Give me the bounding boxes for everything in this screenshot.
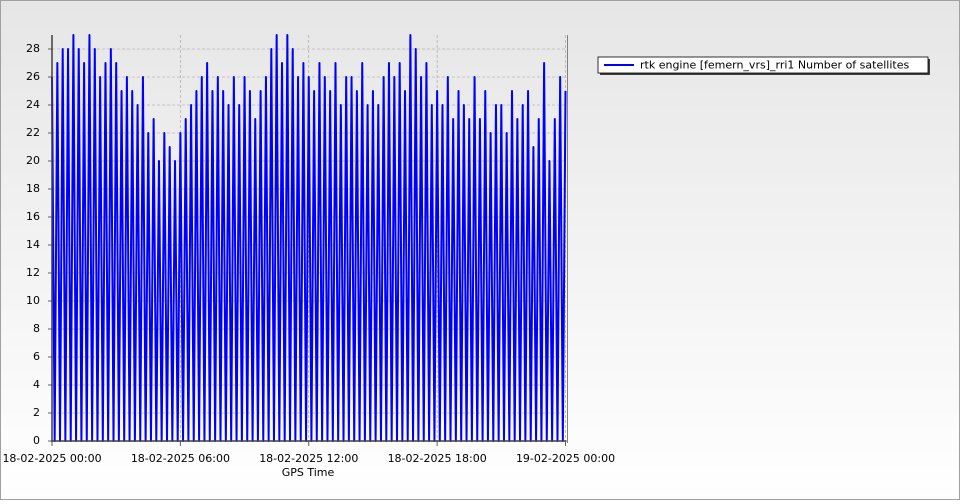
y-tick-label: 2 bbox=[33, 406, 40, 419]
y-tick-label: 18 bbox=[26, 182, 40, 195]
y-tick-label: 12 bbox=[26, 266, 40, 279]
y-tick-label: 6 bbox=[33, 350, 40, 363]
y-tick-label: 16 bbox=[26, 210, 40, 223]
y-tick-label: 26 bbox=[26, 70, 40, 83]
x-tick-label: 18-02-2025 18:00 bbox=[388, 452, 487, 465]
y-tick-label: 4 bbox=[33, 378, 40, 391]
x-tick-label: 18-02-2025 00:00 bbox=[2, 452, 101, 465]
y-tick-label: 20 bbox=[26, 154, 40, 167]
y-tick-label: 0 bbox=[33, 434, 40, 447]
y-tick-label: 10 bbox=[26, 294, 40, 307]
y-tick-label: 8 bbox=[33, 322, 40, 335]
x-axis-label: GPS Time bbox=[282, 466, 335, 479]
x-tick-label: 18-02-2025 12:00 bbox=[259, 452, 358, 465]
y-tick-label: 24 bbox=[26, 98, 40, 111]
data-line bbox=[51, 34, 567, 442]
legend-label: rtk engine [femern_vrs]_rri1 Number of s… bbox=[640, 59, 909, 72]
x-tick-label: 18-02-2025 06:00 bbox=[131, 452, 230, 465]
y-tick-label: 22 bbox=[26, 126, 40, 139]
legend-box bbox=[597, 56, 929, 74]
y-tick-label: 28 bbox=[26, 42, 40, 55]
x-tick-label: 19-02-2025 00:00 bbox=[516, 452, 615, 465]
y-tick-label: 14 bbox=[26, 238, 40, 251]
